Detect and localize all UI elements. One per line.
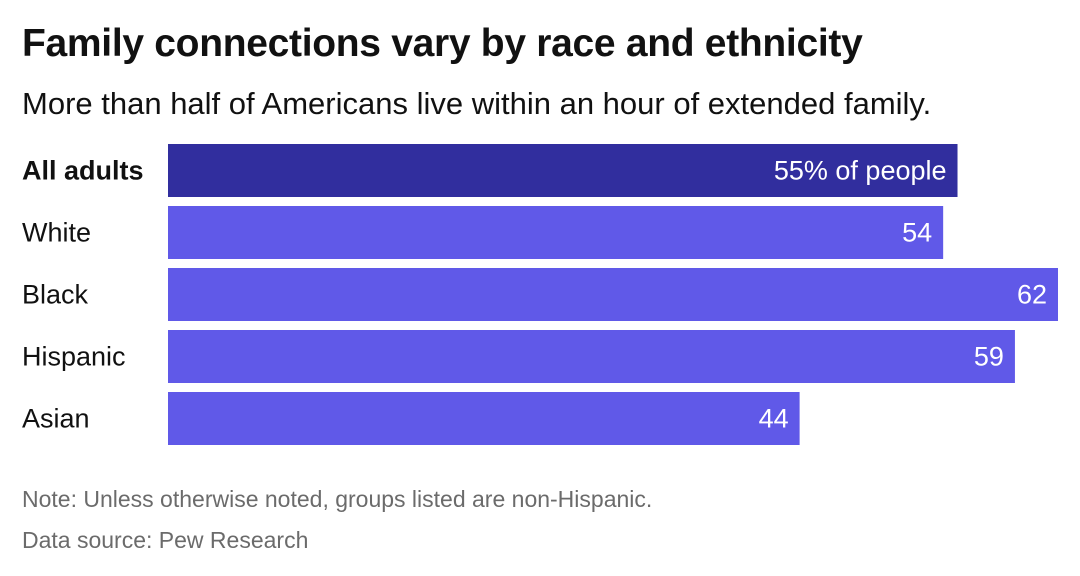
data-source: Data source: Pew Research xyxy=(22,527,309,553)
value-label-4: 44 xyxy=(759,404,789,434)
bar-1 xyxy=(168,206,944,259)
bar-3 xyxy=(168,330,1015,383)
bar-4 xyxy=(168,392,800,445)
value-label-2: 62 xyxy=(1017,280,1047,310)
bar-chart: All adults 55% of people White 54 Black 62 His… xyxy=(22,144,1058,445)
value-label-3: 59 xyxy=(974,342,1004,372)
category-label-4: Asian xyxy=(22,404,90,434)
category-label-1: White xyxy=(22,218,91,248)
chart-note: Note: Unless otherwise noted, groups lis… xyxy=(22,486,653,512)
bar-0 xyxy=(168,144,958,197)
value-label-1: 54 xyxy=(902,218,932,248)
chart-subtitle: More than half of Americans live within … xyxy=(22,86,932,121)
category-label-2: Black xyxy=(22,280,89,310)
chart-title: Family connections vary by race and ethn… xyxy=(22,22,863,65)
category-label-0: All adults xyxy=(22,156,144,186)
value-label-0: 55% of people xyxy=(774,156,947,186)
bar-2 xyxy=(168,268,1058,321)
category-label-3: Hispanic xyxy=(22,342,126,372)
